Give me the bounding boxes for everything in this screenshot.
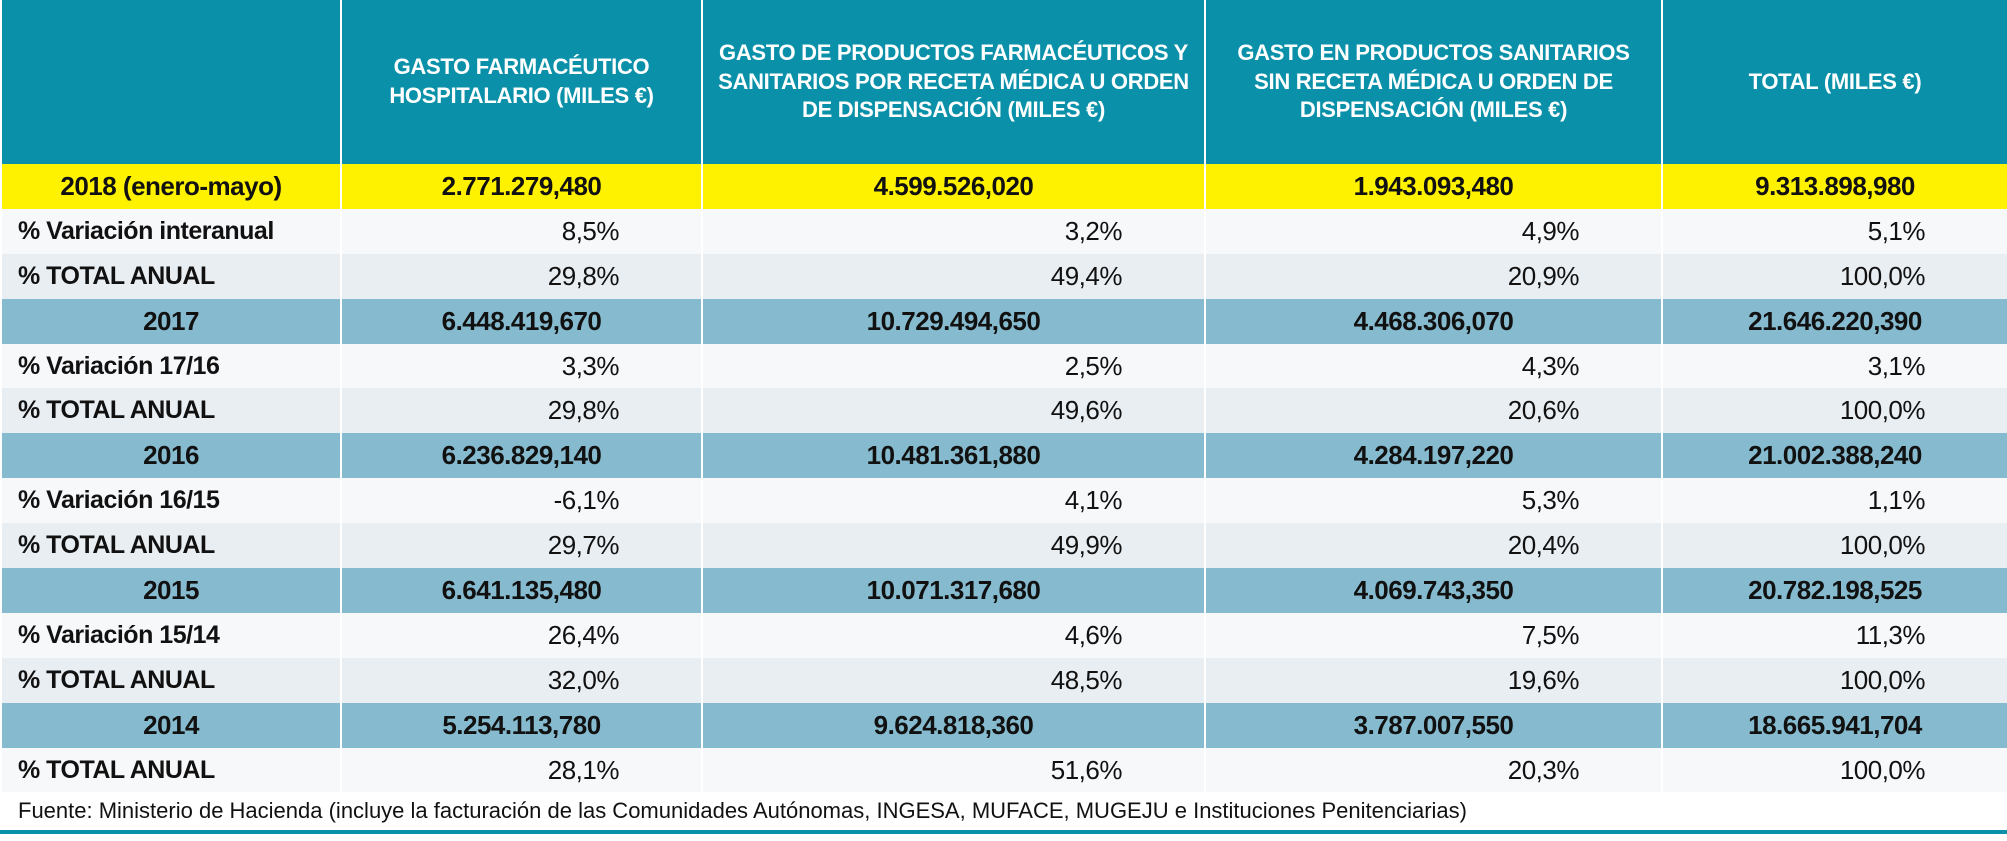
sub-row: % Variación 16/15 -6,1% 4,1% 5,3% 1,1% — [0, 478, 2007, 524]
row-label: 2014 — [0, 702, 342, 748]
cell: 9.624.818,360 — [701, 702, 1206, 748]
table-body: 2018 (enero-mayo) 2.771.279,480 4.599.526,… — [0, 164, 2007, 793]
cell: 29,8% — [340, 253, 703, 299]
header-empty — [0, 0, 342, 164]
cell: 9.313.898,980 — [1661, 164, 2007, 209]
cell: 4,3% — [1204, 343, 1663, 389]
column-header: GASTO DE PRODUCTOS FARMACÉUTICOS Y SANIT… — [701, 0, 1206, 164]
cell: 100,0% — [1661, 657, 2007, 703]
cell: 3.787.007,550 — [1204, 702, 1663, 748]
cell: 4.468.306,070 — [1204, 298, 1663, 344]
row-label: % Variación 15/14 — [0, 612, 342, 658]
row-label: 2016 — [0, 433, 342, 479]
year-row: 2015 6.641.135,480 10.071.317,680 4.069.743… — [0, 568, 2007, 613]
cell: 26,4% — [340, 612, 703, 658]
cell: -6,1% — [340, 478, 703, 524]
cell: 10.071.317,680 — [701, 568, 1206, 613]
sub-row: % TOTAL ANUAL 29,8% 49,6% 20,6% 100,0% — [0, 388, 2007, 434]
sub-row: % TOTAL ANUAL 29,8% 49,4% 20,9% 100,0% — [0, 253, 2007, 299]
cell: 5,3% — [1204, 478, 1663, 524]
cell: 20,9% — [1204, 253, 1663, 299]
row-label: % Variación interanual — [0, 208, 342, 254]
footer: Fuente: Ministerio de Hacienda (incluye … — [0, 792, 2007, 835]
cell: 100,0% — [1661, 747, 2007, 793]
cell: 49,6% — [701, 388, 1206, 434]
cell: 4,1% — [701, 478, 1206, 524]
cell: 100,0% — [1661, 523, 2007, 569]
cell: 29,8% — [340, 388, 703, 434]
cell: 20.782.198,525 — [1661, 568, 2007, 613]
cell: 20,3% — [1204, 747, 1663, 793]
year-row: 2016 6.236.829,140 10.481.361,880 4.284.197… — [0, 433, 2007, 479]
cell: 21.646.220,390 — [1661, 298, 2007, 344]
row-label: % TOTAL ANUAL — [0, 747, 342, 793]
row-label: % TOTAL ANUAL — [0, 657, 342, 703]
cell: 4.599.526,020 — [701, 164, 1206, 209]
cell: 49,4% — [701, 253, 1206, 299]
row-label: % TOTAL ANUAL — [0, 388, 342, 434]
cell: 4,9% — [1204, 208, 1663, 254]
cell: 1.943.093,480 — [1204, 164, 1663, 209]
cell: 49,9% — [701, 523, 1206, 569]
cell: 8,5% — [340, 208, 703, 254]
cell: 1,1% — [1661, 478, 2007, 524]
cell: 2,5% — [701, 343, 1206, 389]
sub-row: % Variación interanual 8,5% 3,2% 4,9% 5,1% — [0, 208, 2007, 254]
row-label: % TOTAL ANUAL — [0, 523, 342, 569]
cell: 6.236.829,140 — [340, 433, 703, 479]
cell: 18.665.941,704 — [1661, 702, 2007, 748]
cell: 29,7% — [340, 523, 703, 569]
cell: 4.284.197,220 — [1204, 433, 1663, 479]
row-label: 2017 — [0, 298, 342, 344]
cell: 4.069.743,350 — [1204, 568, 1663, 613]
cell: 100,0% — [1661, 253, 2007, 299]
year-row: 2017 6.448.419,670 10.729.494,650 4.468.306… — [0, 298, 2007, 344]
cell: 21.002.388,240 — [1661, 433, 2007, 479]
year-row: 2018 (enero-mayo) 2.771.279,480 4.599.526,… — [0, 164, 2007, 209]
cell: 2.771.279,480 — [340, 164, 703, 209]
cell: 3,1% — [1661, 343, 2007, 389]
column-header: TOTAL (MILES €) — [1661, 0, 2007, 164]
row-label: % Variación 16/15 — [0, 478, 342, 524]
cell: 5.254.113,780 — [340, 702, 703, 748]
cell: 6.641.135,480 — [340, 568, 703, 613]
sub-row: % Variación 15/14 26,4% 4,6% 7,5% 11,3% — [0, 612, 2007, 658]
column-header: GASTO FARMACÉUTICO HOSPITALARIO (MILES €… — [340, 0, 703, 164]
row-label: % Variación 17/16 — [0, 343, 342, 389]
cell: 6.448.419,670 — [340, 298, 703, 344]
cell: 7,5% — [1204, 612, 1663, 658]
header-row: GASTO FARMACÉUTICO HOSPITALARIO (MILES €… — [0, 0, 2007, 164]
sub-row: % Variación 17/16 3,3% 2,5% 4,3% 3,1% — [0, 343, 2007, 389]
cell: 51,6% — [701, 747, 1206, 793]
cell: 11,3% — [1661, 612, 2007, 658]
cell: 48,5% — [701, 657, 1206, 703]
cell: 19,6% — [1204, 657, 1663, 703]
row-label: 2015 — [0, 568, 342, 613]
column-header: GASTO EN PRODUCTOS SANITARIOS SIN RECETA… — [1204, 0, 1663, 164]
cell: 3,3% — [340, 343, 703, 389]
data-table: GASTO FARMACÉUTICO HOSPITALARIO (MILES €… — [0, 0, 2007, 793]
sub-row: % TOTAL ANUAL 32,0% 48,5% 19,6% 100,0% — [0, 657, 2007, 703]
cell: 20,6% — [1204, 388, 1663, 434]
sub-row: % TOTAL ANUAL 28,1% 51,6% 20,3% 100,0% — [0, 747, 2007, 793]
year-row: 2014 5.254.113,780 9.624.818,360 3.787.007,… — [0, 702, 2007, 748]
sub-row: % TOTAL ANUAL 29,7% 49,9% 20,4% 100,0% — [0, 523, 2007, 569]
row-label: % TOTAL ANUAL — [0, 253, 342, 299]
cell: 10.729.494,650 — [701, 298, 1206, 344]
cell: 3,2% — [701, 208, 1206, 254]
cell: 4,6% — [701, 612, 1206, 658]
cell: 5,1% — [1661, 208, 2007, 254]
cell: 28,1% — [340, 747, 703, 793]
cell: 10.481.361,880 — [701, 433, 1206, 479]
cell: 100,0% — [1661, 388, 2007, 434]
cell: 20,4% — [1204, 523, 1663, 569]
cell: 32,0% — [340, 657, 703, 703]
row-label: 2018 (enero-mayo) — [0, 164, 342, 209]
